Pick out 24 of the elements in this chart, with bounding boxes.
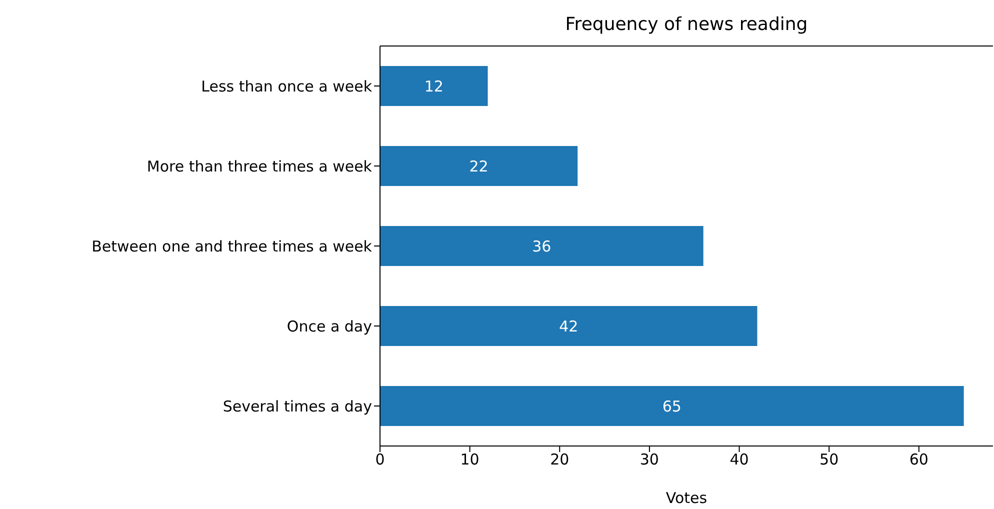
x-tick-label: 20 [550, 450, 570, 469]
x-axis-title: Votes [666, 489, 708, 507]
data-label: 36 [532, 237, 552, 256]
bar [380, 146, 578, 186]
chart-title: Frequency of news reading [564, 14, 809, 35]
data-label: 22 [469, 157, 488, 176]
data-label: 65 [662, 397, 682, 416]
bar [380, 386, 964, 426]
y-tick-label: More than three times a week [146, 157, 372, 176]
bar [380, 306, 758, 346]
x-tick-label: 50 [820, 450, 839, 469]
bar [380, 226, 704, 266]
x-tick-label: 0 [375, 450, 385, 469]
y-tick-label: Less than once a week [201, 77, 372, 96]
y-tick-label: Once a day [286, 317, 372, 336]
bar [380, 66, 488, 106]
x-tick-label: 60 [909, 450, 928, 469]
data-label: 12 [424, 77, 444, 96]
y-tick-label: Between one and three times a week [92, 237, 372, 256]
x-tick-label: 30 [640, 450, 659, 469]
x-tick-label: 10 [460, 450, 480, 469]
y-tick-label: Several times a day [222, 397, 372, 416]
data-label: 42 [559, 317, 578, 336]
x-tick-label: 40 [730, 450, 749, 469]
